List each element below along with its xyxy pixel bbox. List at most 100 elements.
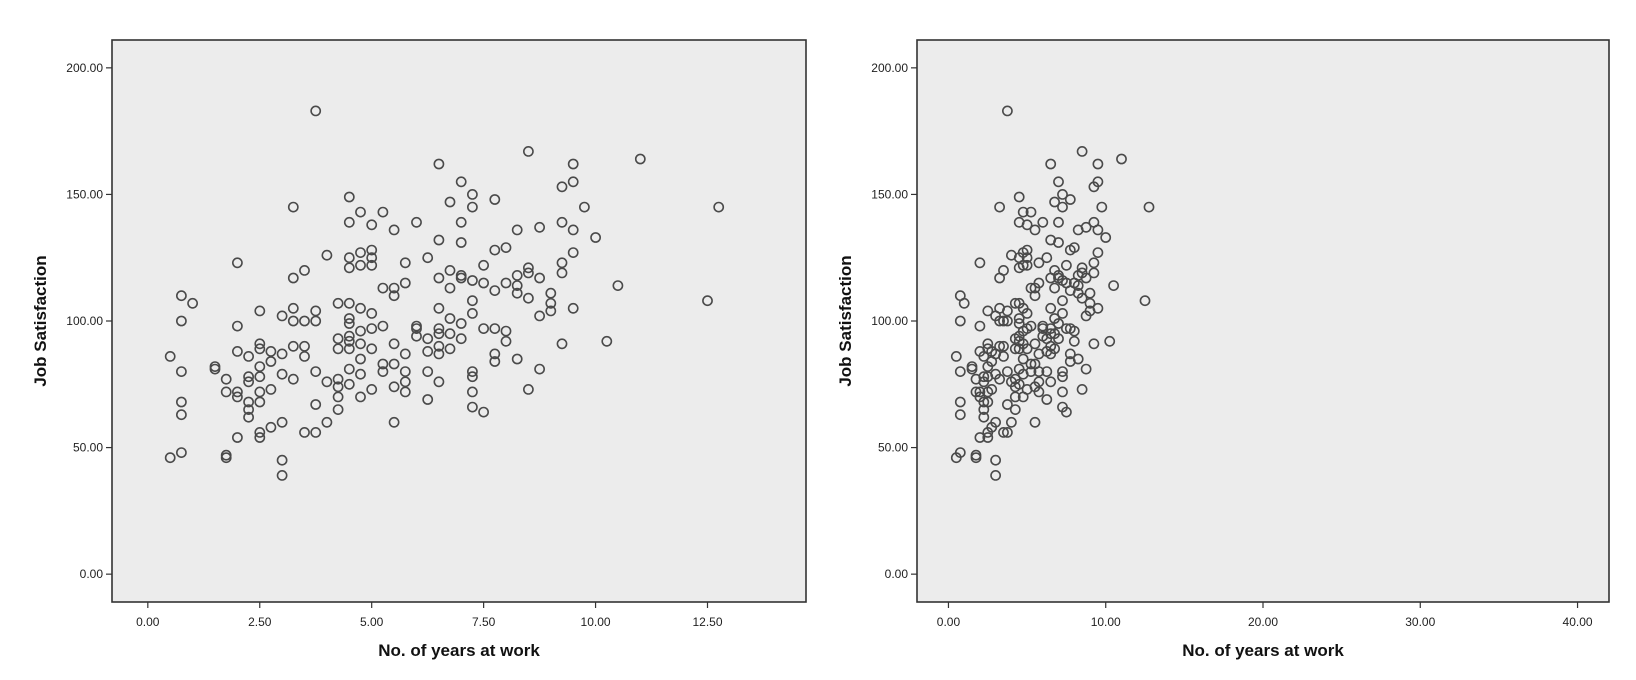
data-points-left — [164, 105, 725, 481]
data-point — [1057, 386, 1068, 398]
data-point — [287, 340, 299, 352]
data-point — [399, 386, 411, 398]
data-point — [388, 381, 400, 393]
data-point — [998, 315, 1009, 327]
plot-area-right — [916, 39, 1610, 603]
data-point — [489, 244, 501, 256]
data-point — [1021, 307, 1033, 319]
x-tick-label-left: 0.00 — [136, 615, 160, 629]
data-point — [1002, 399, 1013, 410]
data-point — [444, 196, 456, 208]
data-point — [1013, 378, 1025, 390]
data-point — [1068, 325, 1080, 337]
data-point — [950, 350, 962, 362]
data-point — [974, 386, 986, 398]
data-point — [343, 343, 355, 355]
data-point — [254, 432, 266, 443]
data-point — [1053, 237, 1064, 248]
data-point — [1041, 394, 1053, 405]
x-tick-label-right: 30.00 — [1405, 615, 1435, 629]
data-point — [175, 290, 187, 302]
x-tick-label-left: 7.50 — [472, 615, 496, 629]
data-point — [466, 371, 478, 383]
y-axis-title-right: Job Satisfaction — [836, 255, 855, 386]
data-point — [1080, 363, 1092, 375]
data-point — [209, 363, 221, 375]
data-point — [1088, 267, 1100, 279]
data-point — [974, 320, 986, 332]
data-point — [1108, 280, 1119, 291]
data-point — [1002, 105, 1013, 117]
data-point — [466, 275, 478, 286]
data-point — [231, 432, 243, 443]
data-point — [702, 295, 713, 307]
data-point — [990, 469, 1001, 481]
data-point — [299, 315, 310, 327]
data-point — [265, 383, 277, 395]
data-point — [377, 358, 389, 370]
data-point — [534, 221, 545, 233]
data-point — [355, 302, 366, 314]
data-point — [411, 216, 422, 228]
data-point — [567, 302, 579, 314]
data-point — [343, 335, 355, 347]
data-point — [343, 378, 355, 390]
y-tick-label-left: 0.00 — [80, 567, 104, 581]
data-point — [1092, 302, 1104, 314]
data-point — [556, 267, 568, 279]
data-point — [243, 396, 254, 408]
data-point — [1053, 333, 1064, 345]
data-point — [175, 396, 187, 408]
data-point — [433, 348, 445, 360]
data-point — [355, 353, 366, 365]
y-tick-label-right: 0.00 — [885, 567, 909, 581]
data-point — [1053, 318, 1064, 329]
data-point — [187, 297, 198, 309]
data-point — [355, 259, 366, 271]
data-point — [299, 264, 310, 276]
data-point — [1100, 232, 1112, 243]
data-point — [310, 399, 322, 410]
data-point — [1033, 277, 1045, 289]
data-point — [310, 305, 322, 317]
data-point — [1033, 376, 1045, 388]
data-point — [444, 328, 456, 340]
data-point — [556, 181, 568, 193]
data-point — [343, 363, 355, 375]
data-point — [433, 340, 445, 352]
data-point — [276, 469, 288, 481]
data-point — [1076, 145, 1088, 157]
data-point — [1033, 366, 1045, 377]
data-point — [366, 383, 378, 395]
data-point — [366, 219, 378, 231]
y-tick-label-right: 50.00 — [878, 441, 908, 455]
data-point — [534, 272, 545, 284]
data-point — [444, 313, 456, 324]
data-point — [388, 224, 400, 236]
data-point — [1002, 305, 1013, 317]
data-point — [523, 267, 534, 279]
data-point — [310, 366, 322, 377]
data-point — [366, 323, 378, 334]
data-point — [1084, 287, 1096, 299]
data-point — [343, 262, 355, 274]
x-tick-label-left: 10.00 — [581, 615, 611, 629]
data-point — [220, 386, 232, 398]
data-point — [966, 363, 978, 375]
data-point — [466, 366, 478, 377]
data-point — [954, 366, 966, 377]
data-point — [567, 176, 579, 188]
data-point — [1033, 386, 1045, 398]
data-point — [1061, 406, 1072, 418]
data-point — [1025, 206, 1037, 218]
data-point — [299, 340, 310, 352]
data-point — [265, 421, 277, 433]
data-point — [1104, 335, 1116, 347]
data-point — [254, 338, 266, 350]
data-point — [998, 340, 1009, 352]
data-point — [444, 264, 456, 276]
data-point — [377, 282, 389, 294]
data-point — [556, 257, 568, 269]
data-point — [994, 340, 1005, 352]
data-point — [974, 432, 986, 443]
